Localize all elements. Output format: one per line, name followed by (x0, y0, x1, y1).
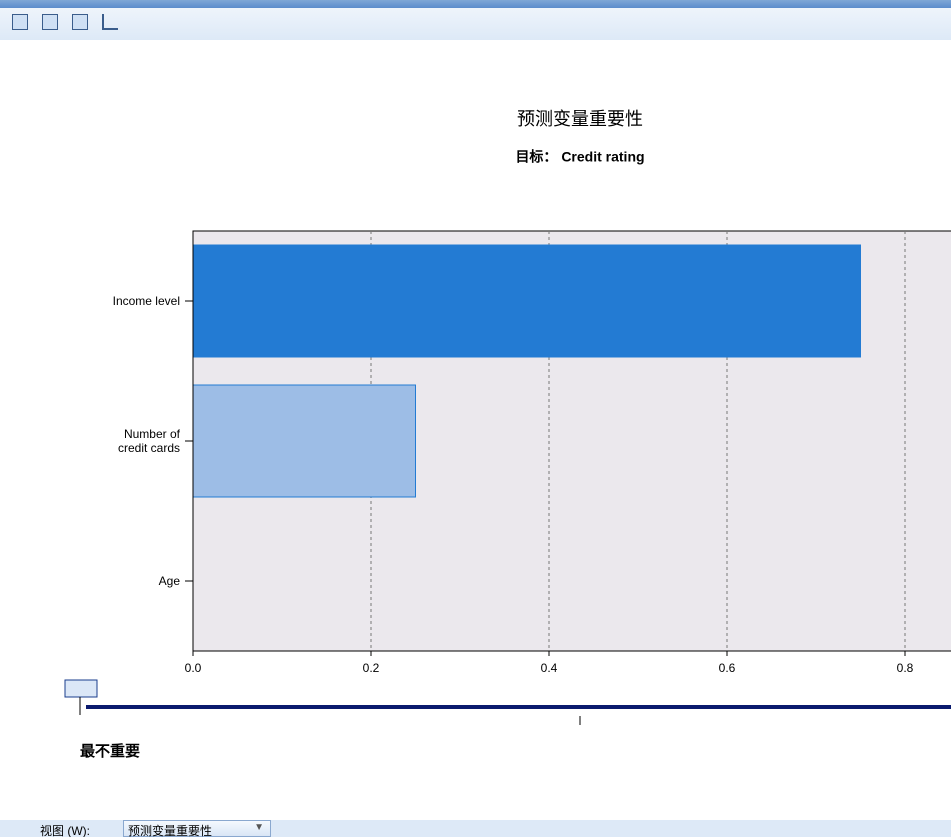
copy-icon[interactable] (12, 14, 28, 30)
chart-title: 预测变量重要性 (517, 109, 643, 129)
x-tick-label: 0.0 (185, 661, 202, 675)
y-tick-label: Number of credit cards (117, 427, 180, 455)
y-tick-label: Age (158, 574, 180, 588)
bar (192, 384, 416, 498)
dropdown-arrow[interactable]: ▼ (254, 822, 264, 833)
tree-icon[interactable] (102, 14, 118, 30)
y-tick-label: Income level (112, 294, 180, 308)
slider-label: 最不重要 (80, 742, 140, 760)
toolbar (0, 8, 951, 40)
view-dropdown[interactable]: 预测变量重要性 ▼ (123, 820, 271, 837)
x-tick-label: 0.8 (897, 661, 914, 675)
window-frame (0, 0, 951, 8)
dropdown-value: 预测变量重要性 (128, 824, 213, 837)
x-tick-label: 0.6 (719, 661, 736, 675)
x-tick-label: 0.2 (363, 661, 380, 675)
x-tick-label: 0.4 (541, 661, 558, 675)
bar (192, 244, 861, 358)
copy-data-icon[interactable] (42, 14, 58, 30)
chart-subtitle: 目标： Credit rating (515, 149, 644, 165)
slider-thumb[interactable] (64, 679, 98, 698)
view-label: 视图 (W): (40, 824, 90, 837)
print-icon[interactable] (72, 14, 88, 30)
footer-bar: 视图 (W): 预测变量重要性 ▼ (0, 820, 951, 837)
